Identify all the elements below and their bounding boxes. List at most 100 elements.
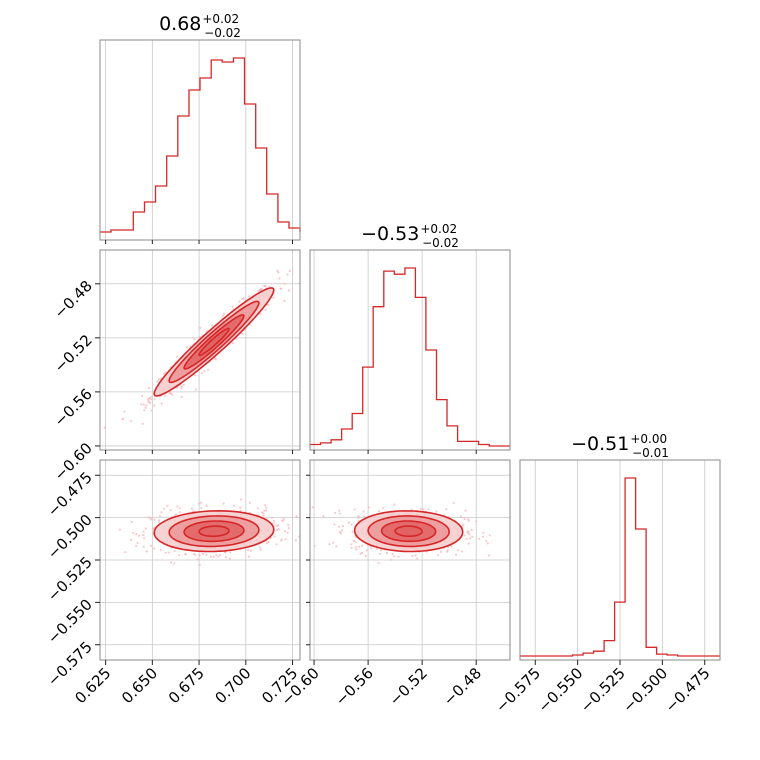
sample-point-r1c0 (193, 338, 196, 341)
sample-point-r1c0 (140, 394, 144, 397)
sample-point-r2c0 (136, 541, 139, 545)
xtick-label-p0-2: 0.675 (165, 664, 208, 707)
sample-point-r2c0 (124, 551, 127, 554)
sample-point-r2c0 (132, 531, 135, 535)
sample-point-r2c0 (142, 545, 145, 548)
sample-point-r2c0 (209, 555, 212, 558)
sample-point-r1c0 (164, 371, 167, 374)
sample-point-r2c0 (217, 555, 220, 558)
sample-point-r2c0 (275, 524, 278, 527)
sample-point-r1c0 (263, 284, 266, 287)
xtick-label-p0-3: 0.700 (212, 664, 255, 707)
sample-point-r2c0 (219, 553, 222, 556)
sample-point-r2c1 (410, 508, 413, 511)
contour-r1c0-level-3 (198, 327, 230, 357)
ytick-label-p1-1: −0.56 (51, 385, 96, 430)
sample-point-r1c0 (180, 395, 183, 398)
sample-point-r2c1 (357, 515, 360, 518)
sample-point-r2c0 (157, 519, 160, 522)
sample-point-r2c0 (200, 506, 203, 510)
sample-point-r2c0 (147, 516, 150, 519)
sample-point-r2c1 (367, 506, 370, 509)
sample-point-r1c0 (163, 394, 166, 397)
sample-point-r2c1 (362, 510, 365, 513)
data-layer (100, 57, 720, 657)
sample-point-r1c0 (276, 269, 279, 272)
sample-point-r2c1 (486, 542, 489, 545)
sample-point-r2c0 (265, 506, 268, 509)
sample-point-r2c0 (130, 538, 133, 542)
sample-point-r2c1 (370, 547, 373, 550)
sample-point-r2c0 (257, 507, 260, 510)
sample-point-r2c1 (377, 510, 380, 513)
sample-point-r2c1 (439, 550, 442, 554)
sample-point-r2c1 (332, 541, 335, 544)
sample-point-r2c0 (198, 563, 201, 567)
sample-point-r1c0 (193, 374, 196, 377)
sample-point-r2c1 (350, 543, 353, 546)
sample-point-r2c1 (436, 554, 439, 557)
sample-point-r1c0 (283, 282, 286, 285)
sample-point-r2c1 (377, 561, 380, 565)
contour-r2c1-level-3 (394, 525, 424, 538)
xtick-label-p1-1: −0.56 (332, 664, 377, 709)
sample-point-r1c0 (140, 403, 143, 406)
sample-point-r1c0 (264, 308, 267, 311)
sample-point-r1c0 (199, 326, 202, 329)
sample-point-r2c0 (263, 509, 266, 512)
xtick-label-p2-3: −0.500 (619, 664, 671, 716)
ytick-label-p2-3: −0.500 (44, 511, 96, 563)
sample-point-r2c1 (322, 515, 325, 518)
sample-point-r2c1 (363, 515, 366, 518)
sample-point-r2c1 (470, 528, 473, 532)
sample-point-r2c1 (459, 515, 462, 518)
ytick-label-p2-2: −0.525 (44, 553, 96, 605)
sample-point-r2c0 (196, 558, 199, 561)
sample-point-r1c0 (176, 355, 179, 358)
sample-point-r1c0 (221, 314, 224, 317)
sample-point-r1c0 (163, 372, 166, 375)
sample-point-r2c1 (335, 545, 338, 548)
sample-point-r1c0 (260, 288, 263, 291)
sample-point-r2c1 (469, 537, 472, 540)
sample-point-r2c0 (178, 507, 181, 510)
sample-point-r1c0 (149, 401, 152, 405)
sample-point-r2c1 (390, 558, 393, 561)
sample-point-r2c0 (267, 541, 270, 544)
sample-point-r2c0 (167, 551, 170, 554)
sample-point-r2c1 (361, 544, 364, 547)
sample-point-r1c0 (283, 299, 286, 303)
sample-point-r2c0 (258, 546, 262, 549)
sample-point-r2c1 (487, 554, 491, 557)
sample-point-r2c1 (456, 549, 459, 552)
sample-point-r2c0 (247, 555, 250, 558)
sample-point-r2c0 (142, 530, 145, 533)
sample-point-r2c0 (275, 543, 278, 546)
sample-point-r2c0 (178, 554, 181, 557)
sample-point-r1c0 (143, 409, 146, 412)
sample-point-r1c0 (141, 422, 144, 425)
sample-point-r2c1 (378, 552, 382, 555)
sample-point-r2c0 (272, 519, 276, 522)
sample-point-r2c0 (137, 534, 140, 537)
sample-point-r1c0 (121, 418, 124, 421)
sample-point-r2c0 (164, 551, 167, 554)
sample-point-r2c0 (174, 513, 177, 516)
sample-point-r2c0 (272, 522, 275, 525)
sample-point-r2c0 (173, 549, 176, 553)
histogram-param-1 (310, 267, 510, 447)
sample-point-r2c1 (351, 530, 354, 533)
sample-point-r2c1 (460, 550, 463, 553)
sample-point-r2c1 (350, 546, 353, 549)
sample-point-r2c1 (341, 525, 345, 528)
xtick-label-p0-1: 0.650 (118, 664, 161, 707)
sample-point-r2c1 (375, 547, 378, 550)
sample-point-r2c1 (435, 510, 438, 513)
xtick-label-p2-4: −0.475 (662, 664, 714, 716)
sample-point-r2c0 (249, 549, 252, 552)
panel-frame-r1c1 (309, 249, 511, 451)
sample-point-r2c0 (246, 548, 249, 551)
sample-point-r2c0 (276, 529, 279, 532)
sample-point-r2c1 (334, 511, 337, 515)
sample-point-r2c0 (261, 512, 265, 515)
